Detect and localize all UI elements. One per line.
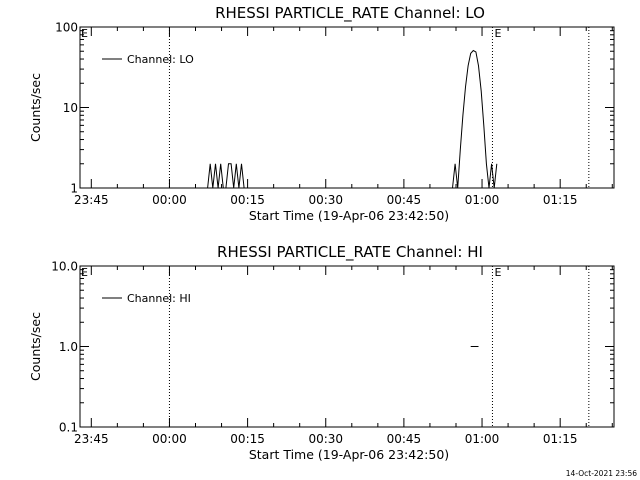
legend-label-lo-0: Channel: LO xyxy=(127,53,194,66)
x-tick-label-hi-6: 01:15 xyxy=(543,432,578,446)
x-tick-label-hi-0: 23:45 xyxy=(74,432,109,446)
marker-label-lo-1: E xyxy=(494,27,501,40)
legend-label-hi-0: Channel: HI xyxy=(127,292,191,305)
x-tick-label-lo-2: 00:15 xyxy=(230,193,265,207)
footer-timestamp: 14-Oct-2021 23:56 xyxy=(566,469,637,478)
y-axis-label-lo: Counts/sec xyxy=(28,73,43,142)
x-tick-label-hi-1: 00:00 xyxy=(152,432,187,446)
marker-label-hi-1: E xyxy=(494,266,501,279)
series-line-lo-0 xyxy=(207,49,498,189)
chart-title-hi: RHESSI PARTICLE_RATE Channel: HI xyxy=(217,243,483,262)
y-tick-label-hi-1: 1.0 xyxy=(59,340,78,354)
x-tick-label-lo-4: 00:45 xyxy=(387,193,422,207)
x-tick-label-lo-0: 23:45 xyxy=(74,193,109,207)
x-tick-label-hi-5: 01:00 xyxy=(465,432,500,446)
y-axis-label-hi: Counts/sec xyxy=(28,312,43,381)
y-tick-label-lo-0: 1 xyxy=(70,182,78,196)
x-tick-label-lo-5: 01:00 xyxy=(465,193,500,207)
y-tick-label-hi-2: 10.0 xyxy=(51,260,78,274)
x-tick-label-hi-2: 00:15 xyxy=(230,432,265,446)
x-tick-label-hi-3: 00:30 xyxy=(308,432,343,446)
x-axis-label-lo: Start Time (19-Apr-06 23:42:50) xyxy=(249,208,449,223)
edge-label-lo: E xyxy=(81,27,88,40)
chart-hi: RHESSI PARTICLE_RATE Channel: HI 0.1 1.0 10… xyxy=(28,243,615,462)
x-axis-label-hi: Start Time (19-Apr-06 23:42:50) xyxy=(249,447,449,462)
plot-frame-hi xyxy=(79,265,615,428)
x-tick-label-lo-1: 00:00 xyxy=(152,193,187,207)
y-tick-label-lo-2: 100 xyxy=(55,21,78,35)
plot-frame-lo xyxy=(79,26,615,189)
chart-lo: RHESSI PARTICLE_RATE Channel: LO 1 10 100 23… xyxy=(28,4,615,223)
x-tick-label-hi-4: 00:45 xyxy=(387,432,422,446)
x-tick-label-lo-6: 01:15 xyxy=(543,193,578,207)
edge-label-hi: E xyxy=(81,266,88,279)
chart-title-lo: RHESSI PARTICLE_RATE Channel: LO xyxy=(215,4,485,23)
y-tick-label-hi-0: 0.1 xyxy=(59,421,78,435)
x-tick-label-lo-3: 00:30 xyxy=(308,193,343,207)
y-tick-label-lo-1: 10 xyxy=(63,101,78,115)
